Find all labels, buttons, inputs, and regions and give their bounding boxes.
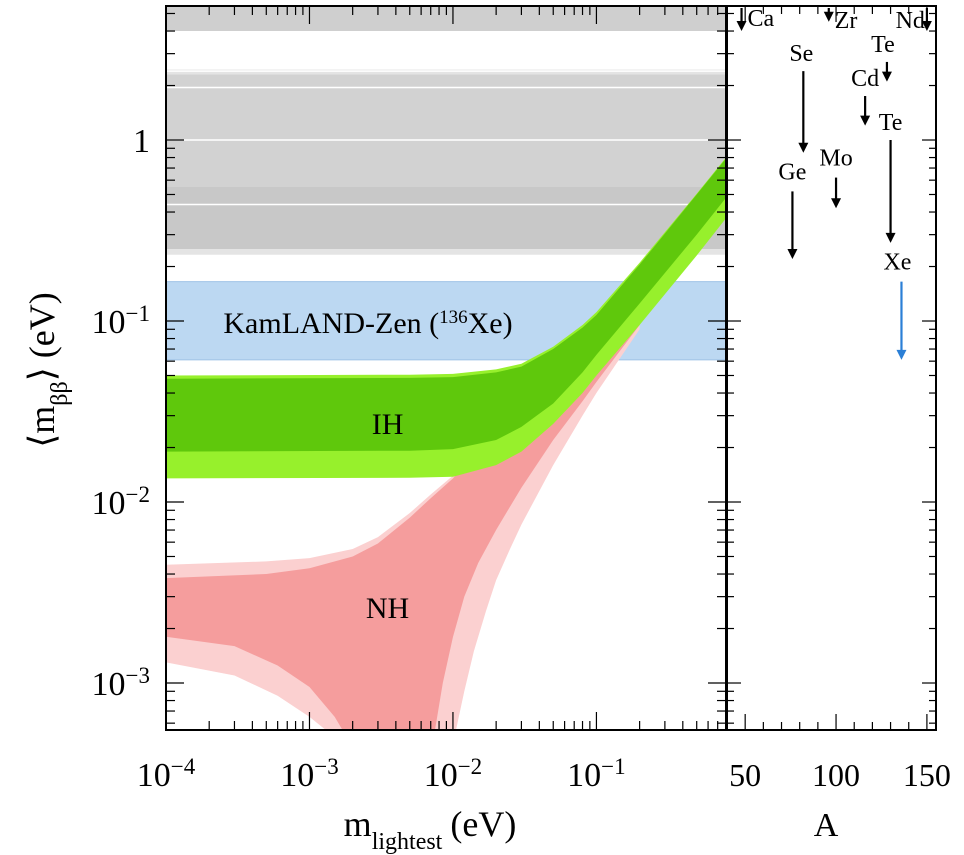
element-label-ca: Ca	[748, 6, 775, 32]
y-tick-label: 10−3	[92, 663, 150, 704]
limit-arrow-nd	[921, 21, 932, 32]
main-plot-area	[166, 6, 726, 730]
x-tick-label: 10−1	[567, 754, 625, 795]
element-label-te: Te	[879, 110, 903, 136]
main-axis-ticks: 10−4 10−3 10−2 10−1 10−3 10−2 10−1 1	[92, 6, 727, 795]
limit-arrow-te	[881, 71, 892, 82]
y-tick-label: 1	[133, 123, 150, 160]
limit-arrow-te	[885, 232, 896, 243]
x-tick-label: 10−3	[280, 754, 338, 795]
element-label-xe: Xe	[883, 250, 911, 276]
y-tick-label: 10−1	[92, 301, 150, 342]
region-label-nh: NH	[366, 592, 409, 625]
element-label-te: Te	[871, 32, 895, 58]
element-label-mo: Mo	[819, 146, 852, 172]
limit-arrow-ge	[787, 249, 798, 260]
kamland-label: KamLAND-Zen (136Xe)	[223, 307, 512, 341]
excluded-band-2	[166, 187, 726, 249]
element-label-se: Se	[789, 41, 813, 67]
element-label-zr: Zr	[835, 8, 858, 34]
right-plot-frame	[726, 5, 937, 731]
element-label-nd: Nd	[896, 8, 925, 34]
limit-arrow-mo	[831, 198, 842, 209]
right-x-tick-label: 50	[729, 757, 761, 793]
nh-region-inner	[166, 266, 640, 730]
element-label-cd: Cd	[851, 66, 879, 92]
x-tick-label: 10−2	[424, 754, 482, 795]
limit-arrow-cd	[860, 115, 871, 126]
limit-arrow-zr	[823, 11, 834, 22]
y-axis-title: ⟨mββ⟩ (eV)	[22, 292, 73, 447]
y-tick-label: 10−2	[92, 482, 150, 523]
right-x-tick-label: 100	[812, 757, 860, 793]
ih-region-inner	[166, 158, 726, 452]
limit-arrow-se	[798, 142, 809, 153]
right-x-tick-label: 150	[903, 757, 951, 793]
limit-arrow-ca	[736, 21, 747, 32]
x-axis-title: mlightest (eV)	[344, 804, 517, 855]
limit-arrow-xe	[896, 349, 907, 360]
main-region-labels: KamLAND-Zen (136Xe) IH NH	[223, 307, 512, 625]
x-tick-label: 10−4	[137, 754, 196, 795]
right-axis-ticks: 50 100 150	[727, 6, 951, 793]
element-label-ge: Ge	[778, 159, 806, 185]
band-gap	[166, 31, 726, 70]
region-label-ih: IH	[372, 408, 404, 441]
right-x-axis-title: A	[814, 807, 839, 844]
